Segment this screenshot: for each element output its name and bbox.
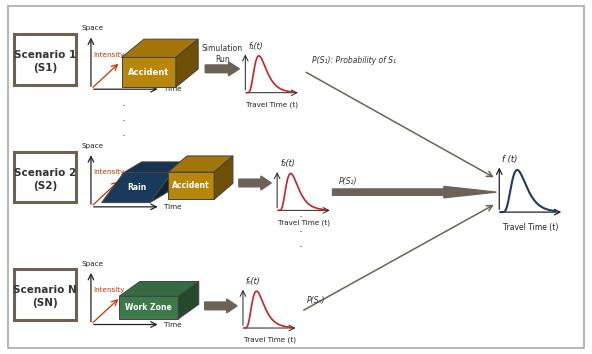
Text: P(Sₙ): P(Sₙ) [307, 297, 326, 306]
FancyBboxPatch shape [14, 34, 76, 85]
Text: Intensity: Intensity [93, 287, 124, 293]
Text: f₁(t): f₁(t) [248, 41, 263, 51]
Text: (S2): (S2) [33, 181, 57, 191]
FancyBboxPatch shape [14, 152, 76, 202]
Text: Rain: Rain [127, 183, 147, 192]
Polygon shape [121, 39, 198, 57]
Text: Accident: Accident [172, 181, 210, 190]
Polygon shape [176, 39, 198, 87]
FancyBboxPatch shape [8, 6, 584, 348]
Polygon shape [119, 281, 199, 296]
Text: P(S₂): P(S₂) [339, 177, 357, 186]
Text: Intensity: Intensity [93, 52, 124, 58]
Text: Time: Time [164, 86, 182, 92]
Text: Space: Space [81, 25, 103, 31]
Text: Simulation
Run: Simulation Run [202, 44, 243, 64]
Text: ·
·
·: · · · [121, 100, 126, 143]
Polygon shape [119, 296, 178, 319]
Polygon shape [214, 156, 233, 199]
Text: ·
·
·: · · · [299, 211, 303, 254]
Polygon shape [150, 162, 190, 202]
Text: f (t): f (t) [502, 155, 517, 164]
Text: Accident: Accident [128, 68, 169, 77]
Text: Travel Time (t): Travel Time (t) [278, 219, 330, 225]
Text: Scenario N: Scenario N [13, 285, 77, 296]
Text: Time: Time [164, 321, 182, 327]
Text: Space: Space [81, 143, 103, 149]
Text: Travel Time (t): Travel Time (t) [244, 337, 296, 343]
Text: Work Zone: Work Zone [126, 303, 172, 312]
FancyArrow shape [333, 187, 496, 198]
FancyArrow shape [205, 299, 237, 313]
Text: (SN): (SN) [32, 298, 58, 308]
Text: Intensity: Intensity [93, 169, 124, 175]
Polygon shape [124, 162, 190, 172]
Polygon shape [168, 172, 214, 199]
Polygon shape [178, 281, 199, 319]
Text: Travel Time (t): Travel Time (t) [246, 102, 298, 108]
FancyArrow shape [239, 176, 271, 190]
Text: (S1): (S1) [33, 63, 57, 73]
Polygon shape [121, 57, 176, 87]
FancyBboxPatch shape [14, 269, 76, 320]
Text: P(S₁): Probability of S₁: P(S₁): Probability of S₁ [313, 56, 397, 65]
Text: Scenario 2: Scenario 2 [14, 168, 76, 178]
Text: Space: Space [81, 261, 103, 267]
Text: f₂(t): f₂(t) [280, 159, 295, 168]
Text: Travel Time (t): Travel Time (t) [503, 223, 558, 232]
Text: Scenario 1: Scenario 1 [14, 50, 76, 60]
Text: fₙ(t): fₙ(t) [246, 277, 260, 286]
Text: Time: Time [164, 204, 182, 210]
FancyArrow shape [205, 62, 239, 76]
Polygon shape [102, 172, 172, 202]
Polygon shape [168, 156, 233, 172]
